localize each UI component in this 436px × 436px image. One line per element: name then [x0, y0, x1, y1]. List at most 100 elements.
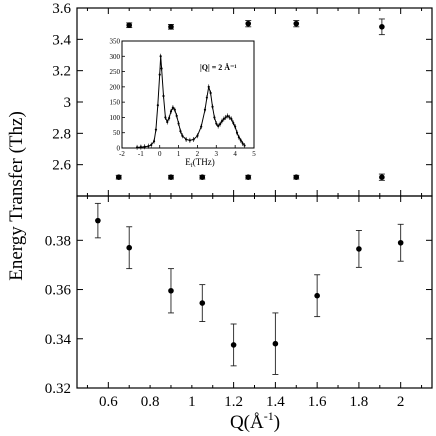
inset-point — [166, 120, 169, 124]
inset-ytick-label: 350 — [110, 38, 121, 46]
inset-point — [241, 142, 244, 145]
inset-point — [215, 122, 218, 125]
inset-point — [211, 105, 214, 108]
inset-point — [185, 138, 188, 141]
inset-x-label-sub: f — [191, 162, 193, 169]
inset-point — [135, 146, 139, 149]
top-ytick-label: 3.4 — [52, 32, 71, 48]
inset-point — [196, 134, 199, 137]
inset-point — [158, 73, 161, 76]
inset-xtick-label: 3 — [215, 150, 219, 158]
x-axis-label-close: ) — [274, 412, 280, 433]
inset-point — [218, 123, 222, 126]
inset-xtick-label: 5 — [252, 150, 256, 158]
top-point — [115, 174, 122, 180]
inset-point — [203, 108, 207, 111]
inset-point — [228, 116, 231, 119]
inset-point — [192, 138, 195, 141]
inset-point — [156, 104, 159, 107]
inset-point — [143, 145, 146, 148]
inset-x-axis-label: Ef(THz) — [185, 157, 215, 169]
inset-point — [173, 108, 176, 111]
inset-x-label-unit: (THz) — [193, 157, 215, 167]
bottom-xtick-label: 1.6 — [308, 394, 327, 410]
bottom-xtick-label: 1 — [188, 394, 196, 410]
inset-ytick-label: 250 — [110, 68, 121, 76]
inset-xtick-label: 0 — [158, 150, 162, 158]
bottom-point — [199, 300, 206, 306]
bottom-ytick-label: 0.34 — [45, 332, 72, 348]
bottom-xtick-label: 0.6 — [99, 394, 118, 410]
bottom-ytick-label: 0.32 — [45, 381, 71, 397]
inset-point — [235, 131, 239, 134]
inset-point — [234, 125, 237, 128]
bottom-xtick-label: 1.4 — [266, 394, 285, 410]
bottom-point — [314, 292, 320, 299]
inset-point — [150, 143, 153, 147]
inset-point — [177, 122, 180, 125]
inset-point — [239, 139, 242, 142]
inset-point — [159, 55, 162, 58]
inset-point — [230, 117, 233, 121]
inset-xtick-label: -2 — [119, 150, 125, 158]
inset-point — [162, 94, 165, 98]
inset-point — [179, 130, 182, 133]
inset-xtick-label: -1 — [138, 150, 144, 158]
bottom-xtick-label: 0.8 — [141, 394, 160, 410]
bottom-point — [356, 246, 362, 252]
top-point — [245, 174, 252, 180]
inset-point — [169, 110, 173, 113]
inset-frame — [121, 40, 255, 149]
top-point — [293, 174, 300, 180]
bottom-point — [126, 244, 133, 251]
top-ytick-label: 3.2 — [52, 64, 71, 80]
bottom-point — [397, 239, 404, 246]
inset-point — [226, 114, 229, 117]
top-point — [379, 24, 385, 30]
inset-point — [217, 124, 220, 128]
top-point — [168, 24, 174, 30]
inset-point — [224, 116, 227, 119]
inset-point — [243, 144, 246, 147]
inset-point — [181, 134, 184, 137]
inset-ytick-label: 200 — [110, 83, 121, 91]
inset-ytick-label: 300 — [110, 53, 121, 61]
inset-point — [200, 125, 203, 128]
inset-point — [207, 85, 210, 88]
inset-point — [175, 114, 178, 117]
bottom-xtick-label: 2 — [397, 394, 405, 410]
inset-ytick-label: 150 — [110, 99, 121, 107]
top-ytick-label: 3.6 — [52, 1, 71, 17]
inset-point — [139, 145, 142, 149]
bottom-ytick-label: 0.38 — [45, 233, 71, 249]
inset-point — [205, 96, 208, 99]
inset-point — [209, 91, 212, 95]
bottom-xtick-label: 1.8 — [350, 394, 369, 410]
inset-point — [220, 119, 224, 123]
bottom-point — [230, 342, 237, 348]
x-axis-label: Q(Å-1) — [230, 409, 280, 433]
bottom-point — [272, 340, 279, 347]
bottom-frame — [76, 195, 433, 389]
top-point — [245, 20, 252, 27]
inset-ytick-label: 50 — [113, 129, 121, 137]
inset-point — [188, 139, 191, 142]
bottom-ytick-label: 0.36 — [45, 283, 72, 299]
inset-point — [222, 117, 225, 121]
inset-xtick-label: 2 — [196, 150, 200, 158]
inset-point — [232, 121, 235, 125]
inset-x-label-main: E — [185, 157, 191, 167]
top-point — [293, 20, 300, 27]
top-point — [379, 174, 385, 180]
top-point — [126, 22, 133, 29]
inset-annotation: |Q| = 2 Å⁻¹ — [200, 63, 237, 72]
top-ytick-label: 2.8 — [52, 126, 71, 142]
inset-ytick-label: 100 — [110, 114, 121, 122]
top-point — [168, 174, 174, 180]
top-ytick-label: 3 — [64, 95, 72, 111]
bottom-point — [95, 217, 101, 224]
inset-xtick-label: 1 — [177, 150, 181, 158]
inset-point — [160, 67, 163, 70]
